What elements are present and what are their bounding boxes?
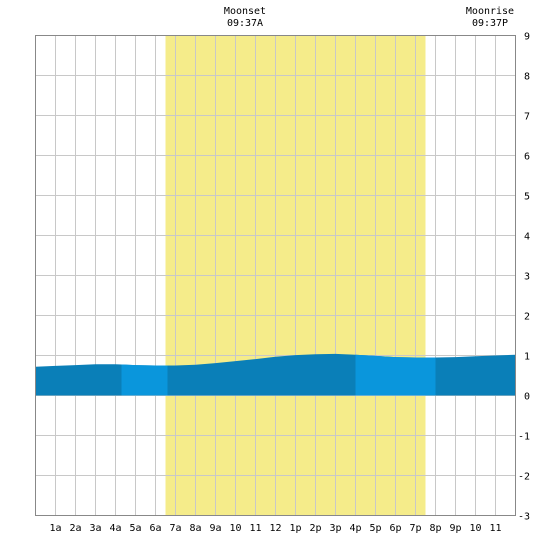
y-tick-label: 2 <box>524 312 530 323</box>
y-tick-label: -1 <box>518 432 530 443</box>
x-tick-label: 6a <box>149 523 161 534</box>
y-tick-label: 9 <box>524 32 530 43</box>
y-tick-label: 3 <box>524 272 530 283</box>
x-tick-label: 2a <box>69 523 81 534</box>
x-tick-label: 11 <box>249 523 261 534</box>
x-tick-label: 11 <box>489 523 501 534</box>
y-tick-label: 1 <box>524 352 530 363</box>
x-tick-label: 1p <box>289 523 301 534</box>
moonset-time: 09:37A <box>226 18 264 29</box>
x-tick-label: 2p <box>309 523 321 534</box>
tide-area-light-band <box>355 354 436 396</box>
moonset-title: Moonset <box>223 6 267 17</box>
x-tick-label: 8a <box>189 523 201 534</box>
x-tick-labels: 1a 2a 3a 4a 5a 6a 7a 8a 9a 10 11 12 1p 2p 3p 4p 5p 6p 7p 8p… <box>49 523 501 534</box>
moonrise-time: 09:37P <box>471 18 509 29</box>
moonset-label: Moonset 09:37A <box>205 6 285 30</box>
x-tick-label: 9p <box>449 523 461 534</box>
y-tick-label: 0 <box>524 392 530 403</box>
x-tick-label: 4a <box>109 523 121 534</box>
tide-area-layer <box>35 353 516 396</box>
plot-frame <box>35 35 516 516</box>
y-tick-label: 8 <box>524 72 530 83</box>
y-tick-labels: 9 8 7 6 5 4 3 2 1 0 -1 -2 -3 <box>518 32 530 523</box>
x-tick-label: 10 <box>469 523 481 534</box>
grid-layer <box>35 35 516 516</box>
y-tick-label: 6 <box>524 152 530 163</box>
x-tick-label: 6p <box>389 523 401 534</box>
x-tick-label: 7p <box>409 523 421 534</box>
moonrise-title: Moonrise <box>465 6 515 17</box>
x-tick-label: 9a <box>209 523 221 534</box>
y-tick-label: 7 <box>524 112 530 123</box>
tide-area-light-band <box>121 364 168 396</box>
moonrise-label: Moonrise 09:37P <box>450 6 530 30</box>
y-tick-label: -2 <box>518 472 530 483</box>
x-tick-label: 5a <box>129 523 141 534</box>
x-tick-label: 8p <box>429 523 441 534</box>
y-tick-label: -3 <box>518 512 530 523</box>
tide-area <box>35 353 516 396</box>
x-tick-label: 7a <box>169 523 181 534</box>
y-tick-label: 4 <box>524 232 530 243</box>
x-tick-label: 3a <box>89 523 101 534</box>
y-tick-label: 5 <box>524 192 530 203</box>
x-tick-label: 5p <box>369 523 381 534</box>
x-tick-label: 12 <box>269 523 281 534</box>
x-tick-label: 4p <box>349 523 361 534</box>
x-tick-label: 10 <box>229 523 241 534</box>
x-tick-label: 3p <box>329 523 341 534</box>
x-tick-label: 1a <box>49 523 61 534</box>
